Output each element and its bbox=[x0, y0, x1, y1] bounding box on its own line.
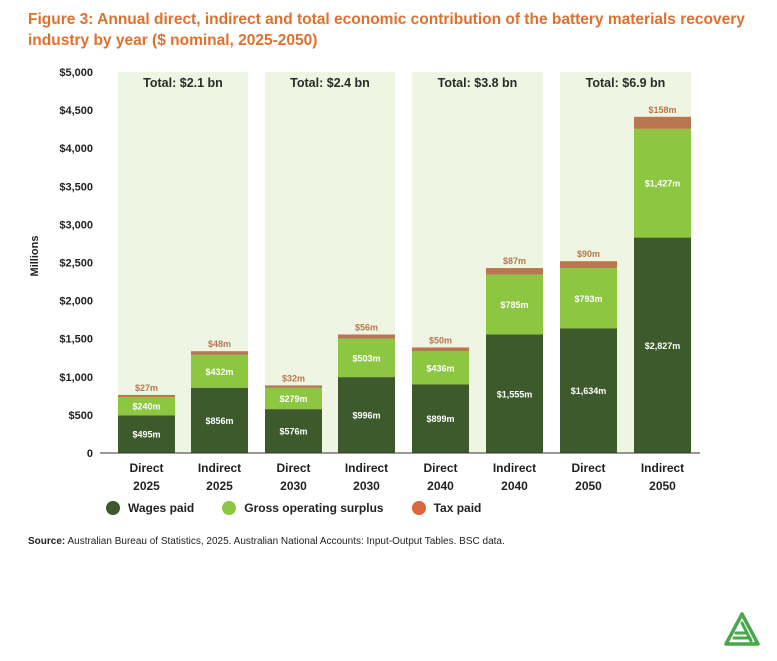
bar-segment-tax bbox=[634, 116, 691, 129]
bar-segment-gross_surplus bbox=[265, 387, 322, 410]
bar-segment-wages bbox=[560, 328, 617, 453]
legend-item-wages: Wages paid bbox=[106, 501, 194, 515]
legend-label-tax: Tax paid bbox=[433, 501, 482, 515]
bar-segment-tax bbox=[486, 268, 543, 275]
data-label-wages: $1,555m bbox=[497, 389, 533, 399]
group-total-label-1: Total: $2.4 bn bbox=[290, 76, 370, 90]
bar-segment-tax bbox=[338, 334, 395, 339]
bar-segment-tax bbox=[412, 347, 469, 352]
y-axis: 0 $500 $1,000 $1,500 $2,000 $2,500 $3,000 $3,50… bbox=[59, 67, 93, 460]
y-axis-label: Millions bbox=[29, 236, 41, 277]
x-tick-label-year: 2040 bbox=[501, 479, 528, 493]
bar-segment-gross_surplus bbox=[560, 268, 617, 329]
data-label-wages: $2,827m bbox=[645, 341, 681, 351]
data-label-tax: $90m bbox=[577, 249, 600, 259]
legend-swatch-tax bbox=[411, 501, 426, 515]
bar-segment-gross_surplus bbox=[412, 351, 469, 385]
y-tick-label: 0 bbox=[87, 448, 93, 460]
legend-item-tax: Tax paid bbox=[411, 501, 482, 515]
x-tick-label: Indirect bbox=[198, 461, 241, 475]
bar-segment-wages bbox=[634, 237, 691, 453]
x-tick-label: Direct bbox=[129, 461, 163, 475]
data-label-gross_surplus: $240m bbox=[132, 402, 160, 412]
legend-swatch-gross-surplus bbox=[222, 501, 237, 515]
legend-swatch-wages bbox=[106, 501, 120, 515]
bar-segment-wages bbox=[486, 334, 543, 453]
bar-segment-gross_surplus bbox=[118, 396, 175, 416]
bar-segment-tax bbox=[118, 394, 175, 397]
x-tick-label: Direct bbox=[276, 461, 310, 475]
bar-segment-gross_surplus bbox=[634, 128, 691, 238]
y-tick-label: $4,000 bbox=[59, 143, 93, 155]
x-tick-label-year: 2050 bbox=[575, 479, 602, 493]
data-label-wages: $856m bbox=[205, 416, 233, 426]
y-tick-label: $500 bbox=[69, 410, 93, 422]
data-label-tax: $27m bbox=[135, 383, 158, 393]
y-tick-label: $2,000 bbox=[59, 296, 93, 308]
x-tick-label-year: 2040 bbox=[427, 479, 454, 493]
bars: $495m $240m $27m $856m $432m $48m $576m $279m $3… bbox=[118, 105, 691, 453]
y-tick-label: $3,500 bbox=[59, 181, 93, 193]
data-label-gross_surplus: $432m bbox=[205, 367, 233, 377]
x-tick-label: Direct bbox=[423, 461, 457, 475]
data-label-gross_surplus: $785m bbox=[500, 300, 528, 310]
data-label-wages: $996m bbox=[352, 411, 380, 421]
stacked-bar-chart: Total: $2.1 bn Total: $2.4 bn Total: $3.8 … bbox=[29, 67, 700, 493]
bar-segment-gross_surplus bbox=[486, 274, 543, 335]
y-tick-label: $4,500 bbox=[59, 105, 93, 117]
legend: Wages paid Gross operating surplus Tax p… bbox=[106, 501, 509, 515]
source-note: Source: Australian Bureau of Statistics,… bbox=[28, 536, 505, 547]
data-label-tax: $87m bbox=[503, 256, 526, 266]
group-total-label-2: Total: $3.8 bn bbox=[438, 76, 518, 90]
data-label-tax: $32m bbox=[282, 373, 305, 383]
data-label-gross_surplus: $279m bbox=[279, 394, 307, 404]
y-tick-label: $2,500 bbox=[59, 258, 93, 270]
x-axis: Direct 2025 Indirect 2025 Direct 2030 Indirect… bbox=[100, 452, 700, 493]
source-text: Australian Bureau of Statistics, 2025. A… bbox=[65, 536, 505, 547]
data-label-tax: $48m bbox=[208, 339, 231, 349]
bar-segment-wages bbox=[191, 387, 248, 453]
y-tick-label: $1,500 bbox=[59, 334, 93, 346]
bar-segment-gross_surplus bbox=[338, 338, 395, 378]
data-label-gross_surplus: $793m bbox=[574, 294, 602, 304]
bar-segment-tax bbox=[560, 261, 617, 269]
data-label-wages: $899m bbox=[426, 414, 454, 424]
data-label-wages: $576m bbox=[279, 427, 307, 437]
bar-segment-wages bbox=[412, 384, 469, 453]
data-label-gross_surplus: $436m bbox=[426, 363, 454, 373]
group-total-label-3: Total: $6.9 bn bbox=[586, 76, 666, 90]
x-tick-label-year: 2030 bbox=[353, 479, 380, 493]
bar-segment-wages bbox=[118, 415, 175, 453]
group-total-label-0: Total: $2.1 bn bbox=[143, 76, 223, 90]
source-label: Source: bbox=[28, 536, 66, 547]
x-tick-label: Indirect bbox=[641, 461, 684, 475]
x-tick-label: Indirect bbox=[345, 461, 388, 475]
data-label-gross_surplus: $503m bbox=[352, 353, 380, 363]
y-tick-label: $5,000 bbox=[59, 67, 93, 79]
bar-segment-tax bbox=[265, 385, 322, 388]
bar-segment-wages bbox=[338, 377, 395, 453]
legend-label-wages: Wages paid bbox=[128, 501, 195, 515]
y-tick-label: $3,000 bbox=[59, 219, 93, 231]
figure-title: Figure 3: Annual direct, indirect and to… bbox=[28, 11, 745, 49]
y-tick-label: $1,000 bbox=[59, 372, 93, 384]
x-tick-label-year: 2025 bbox=[206, 479, 233, 493]
x-tick-label: Indirect bbox=[493, 461, 536, 475]
x-tick-label: Direct bbox=[571, 461, 605, 475]
x-tick-label-year: 2050 bbox=[649, 479, 676, 493]
data-label-gross_surplus: $1,427m bbox=[645, 179, 681, 189]
legend-label-gross-surplus: Gross operating surplus bbox=[244, 501, 384, 515]
x-tick-label-year: 2025 bbox=[133, 479, 160, 493]
x-tick-label-year: 2030 bbox=[280, 479, 307, 493]
legend-item-gross-surplus: Gross operating surplus bbox=[222, 501, 384, 515]
bar-segment-tax bbox=[191, 351, 248, 355]
bar-segment-wages bbox=[265, 409, 322, 453]
data-label-tax: $50m bbox=[429, 335, 452, 345]
data-label-tax: $158m bbox=[648, 105, 676, 115]
logo-icon bbox=[724, 612, 760, 646]
data-label-wages: $1,634m bbox=[571, 386, 607, 396]
data-label-tax: $56m bbox=[355, 323, 378, 333]
data-label-wages: $495m bbox=[132, 430, 160, 440]
bar-segment-gross_surplus bbox=[191, 354, 248, 388]
